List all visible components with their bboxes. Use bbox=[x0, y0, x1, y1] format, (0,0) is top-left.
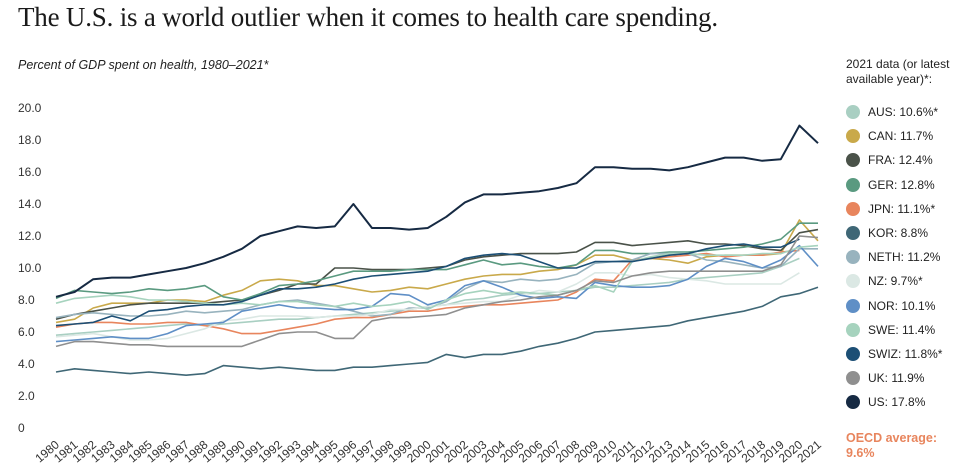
series-line-can bbox=[55, 219, 819, 324]
legend-swatch bbox=[846, 226, 860, 241]
oecd-average: OECD average: 9.6% bbox=[846, 431, 937, 461]
series-line-swe bbox=[55, 244, 819, 311]
legend-item-us: US: 17.8% bbox=[846, 390, 971, 414]
legend-label: KOR: 8.8% bbox=[868, 226, 929, 241]
legend-item-kor: KOR: 8.8% bbox=[846, 221, 971, 245]
legend-swatch bbox=[846, 153, 860, 168]
legend-item-swiz: SWIZ: 11.8%* bbox=[846, 342, 971, 366]
legend-swatch bbox=[846, 322, 860, 337]
legend-label: FRA: 12.4% bbox=[868, 153, 933, 168]
legend-label: NOR: 10.1% bbox=[868, 298, 936, 313]
series-line-us bbox=[55, 124, 819, 298]
series-lines bbox=[55, 124, 819, 376]
legend-swatch bbox=[846, 274, 860, 289]
legend-title: 2021 data (or latest available year)*: bbox=[846, 57, 950, 86]
y-tick-label: 16.0 bbox=[18, 165, 42, 179]
legend-label: NZ: 9.7%* bbox=[868, 274, 923, 289]
legend-swatch bbox=[846, 177, 860, 192]
legend-item-aus: AUS: 10.6%* bbox=[846, 100, 971, 124]
y-tick-label: 2.0 bbox=[18, 389, 35, 403]
legend-swatch bbox=[846, 395, 860, 410]
x-axis: 1980198119821983198419851986198719881989… bbox=[32, 437, 824, 465]
page-title: The U.S. is a world outlier when it come… bbox=[18, 2, 718, 32]
series-line-jpn bbox=[55, 249, 800, 335]
legend-label: CAN: 11.7% bbox=[868, 129, 934, 144]
legend-label: NETH: 11.2% bbox=[868, 250, 941, 265]
legend-item-can: CAN: 11.7% bbox=[846, 124, 971, 148]
legend-swatch bbox=[846, 105, 860, 120]
legend-swatch bbox=[846, 201, 860, 216]
legend-item-nz: NZ: 9.7%* bbox=[846, 269, 971, 293]
legend-label: SWIZ: 11.8%* bbox=[868, 346, 943, 361]
legend-label: AUS: 10.6%* bbox=[868, 105, 939, 120]
y-tick-label: 18.0 bbox=[18, 133, 42, 147]
legend-item-jpn: JPN: 11.1%* bbox=[846, 197, 971, 221]
series-line-nz bbox=[55, 272, 800, 341]
legend-swatch bbox=[846, 250, 860, 265]
legend-item-uk: UK: 11.9% bbox=[846, 366, 971, 390]
legend-item-swe: SWE: 11.4% bbox=[846, 318, 971, 342]
oecd-average-value: 9.6% bbox=[846, 446, 875, 460]
legend-label: SWE: 11.4% bbox=[868, 322, 936, 337]
line-chart: 20.0 18.0 16.0 14.0 12.0 10.0 8.0 6.0 4.0 2.0 0 19… bbox=[18, 101, 824, 465]
oecd-average-label: OECD average: bbox=[846, 431, 938, 445]
y-tick-label: 6.0 bbox=[18, 325, 35, 339]
legend-label: JPN: 11.1%* bbox=[868, 201, 936, 216]
legend-swatch bbox=[846, 346, 860, 361]
legend: AUS: 10.6%* CAN: 11.7% FRA: 12.4% GER: 12.8… bbox=[846, 100, 971, 414]
y-tick-label: 8.0 bbox=[18, 293, 35, 307]
y-tick-label: 10.0 bbox=[18, 261, 42, 275]
legend-swatch bbox=[846, 371, 860, 386]
y-axis: 20.0 18.0 16.0 14.0 12.0 10.0 8.0 6.0 4.0 2.0 0 bbox=[18, 101, 42, 435]
legend-label: US: 17.8% bbox=[868, 395, 926, 410]
legend-item-fra: FRA: 12.4% bbox=[846, 148, 971, 172]
series-line-swiz bbox=[55, 238, 800, 327]
y-tick-label: 0 bbox=[18, 421, 25, 435]
y-tick-label: 4.0 bbox=[18, 357, 35, 371]
y-tick-label: 20.0 bbox=[18, 101, 42, 115]
legend-item-neth: NETH: 11.2% bbox=[846, 245, 971, 269]
y-tick-label: 14.0 bbox=[18, 197, 42, 211]
series-line-nor bbox=[55, 244, 819, 343]
legend-label: UK: 11.9% bbox=[868, 371, 925, 386]
legend-label: GER: 12.8% bbox=[868, 177, 935, 192]
y-tick-label: 12.0 bbox=[18, 229, 42, 243]
legend-swatch bbox=[846, 298, 860, 313]
series-line-ger bbox=[55, 222, 818, 301]
series-line-uk bbox=[55, 235, 819, 348]
legend-swatch bbox=[846, 129, 860, 144]
legend-item-ger: GER: 12.8% bbox=[846, 173, 971, 197]
series-line-neth bbox=[55, 248, 818, 319]
legend-item-nor: NOR: 10.1% bbox=[846, 294, 971, 318]
series-line-kor bbox=[55, 286, 819, 376]
series-line-fra bbox=[55, 228, 819, 320]
chart-subtitle: Percent of GDP spent on health, 1980–202… bbox=[18, 58, 269, 72]
